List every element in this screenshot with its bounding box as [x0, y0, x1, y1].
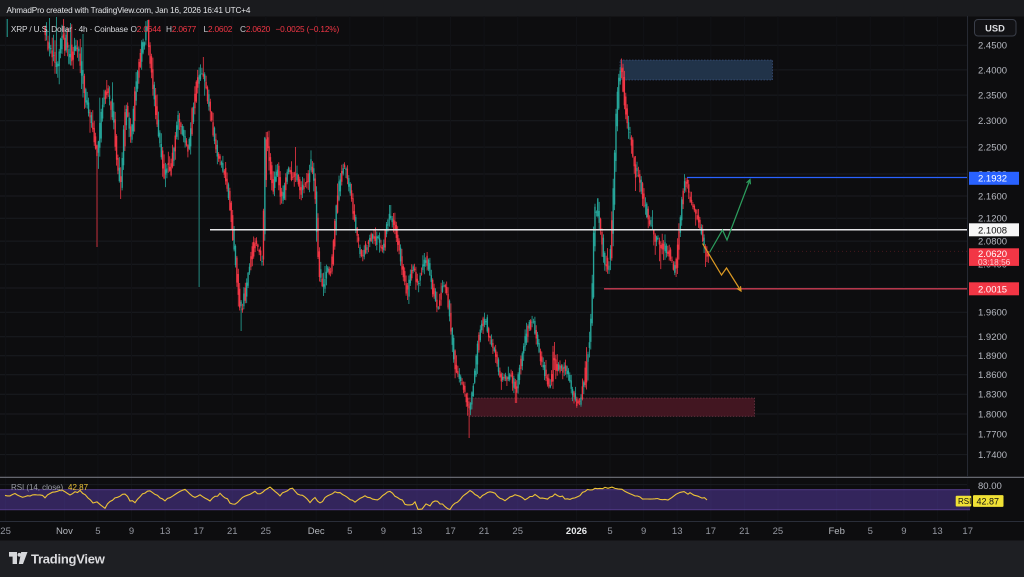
svg-text:5: 5: [868, 526, 873, 537]
svg-text:5: 5: [607, 526, 612, 537]
svg-text:Nov: Nov: [56, 526, 73, 537]
svg-text:USD: USD: [985, 23, 1005, 33]
svg-text:RSI (14, close): RSI (14, close): [11, 483, 64, 492]
svg-text:42.87: 42.87: [977, 497, 1000, 507]
svg-text:TradingView: TradingView: [31, 551, 106, 566]
svg-text:1.9200: 1.9200: [978, 332, 1007, 343]
svg-text:L2.0602: L2.0602: [204, 24, 233, 34]
svg-text:2.3000: 2.3000: [978, 116, 1007, 127]
svg-text:21: 21: [479, 526, 490, 537]
svg-text:Feb: Feb: [829, 526, 845, 537]
svg-text:25: 25: [0, 526, 11, 537]
svg-text:1.8900: 1.8900: [978, 351, 1007, 362]
svg-text:−0.0025 (−0.12%): −0.0025 (−0.12%): [276, 24, 340, 34]
svg-text:2.3500: 2.3500: [978, 91, 1007, 102]
svg-text:25: 25: [261, 526, 272, 537]
svg-text:2.1600: 2.1600: [978, 191, 1007, 202]
svg-text:42.87: 42.87: [68, 483, 89, 492]
svg-text:1.7700: 1.7700: [978, 430, 1007, 441]
svg-text:2.0620: 2.0620: [978, 249, 1007, 260]
svg-text:13: 13: [160, 526, 171, 537]
svg-text:9: 9: [381, 526, 386, 537]
svg-text:1.7400: 1.7400: [978, 450, 1007, 461]
svg-text:2026: 2026: [566, 526, 587, 537]
svg-text:21: 21: [739, 526, 750, 537]
svg-text:5: 5: [95, 526, 100, 537]
svg-text:13: 13: [932, 526, 943, 537]
svg-text:17: 17: [193, 526, 204, 537]
svg-text:2.1200: 2.1200: [978, 214, 1007, 225]
svg-text:9: 9: [901, 526, 906, 537]
svg-text:17: 17: [706, 526, 717, 537]
svg-text:1.8000: 1.8000: [978, 409, 1007, 420]
svg-text:9: 9: [129, 526, 134, 537]
svg-text:AhmadPro created with TradingV: AhmadPro created with TradingView.com, J…: [7, 6, 251, 15]
svg-text:1.9600: 1.9600: [978, 308, 1007, 319]
svg-text:O2.0644: O2.0644: [131, 24, 162, 34]
svg-text:2.4500: 2.4500: [978, 41, 1007, 52]
svg-text:2.4000: 2.4000: [978, 65, 1007, 76]
svg-text:13: 13: [412, 526, 423, 537]
svg-text:1.8300: 1.8300: [978, 390, 1007, 401]
svg-text:5: 5: [347, 526, 352, 537]
svg-text:25: 25: [773, 526, 784, 537]
svg-text:17: 17: [445, 526, 456, 537]
svg-text:C2.0620: C2.0620: [240, 24, 271, 34]
svg-text:25: 25: [512, 526, 523, 537]
svg-text:03:18:56: 03:18:56: [978, 257, 1011, 267]
svg-text:2.2500: 2.2500: [978, 143, 1007, 154]
svg-text:80.00: 80.00: [978, 481, 1002, 492]
svg-text:2.0800: 2.0800: [978, 237, 1007, 248]
svg-text:21: 21: [227, 526, 238, 537]
svg-text:17: 17: [962, 526, 973, 537]
svg-text:Dec: Dec: [308, 526, 325, 537]
svg-text:2.1932: 2.1932: [978, 174, 1007, 185]
svg-text:2.1008: 2.1008: [978, 225, 1007, 236]
svg-text:1.8600: 1.8600: [978, 370, 1007, 381]
svg-text:XRP / U.S. Dollar · 4h · Coinb: XRP / U.S. Dollar · 4h · Coinbase: [11, 24, 129, 34]
svg-text:9: 9: [641, 526, 646, 537]
svg-text:H2.0677: H2.0677: [166, 24, 197, 34]
svg-text:RSI: RSI: [958, 497, 971, 506]
svg-text:2.0015: 2.0015: [978, 284, 1007, 295]
svg-text:13: 13: [672, 526, 683, 537]
